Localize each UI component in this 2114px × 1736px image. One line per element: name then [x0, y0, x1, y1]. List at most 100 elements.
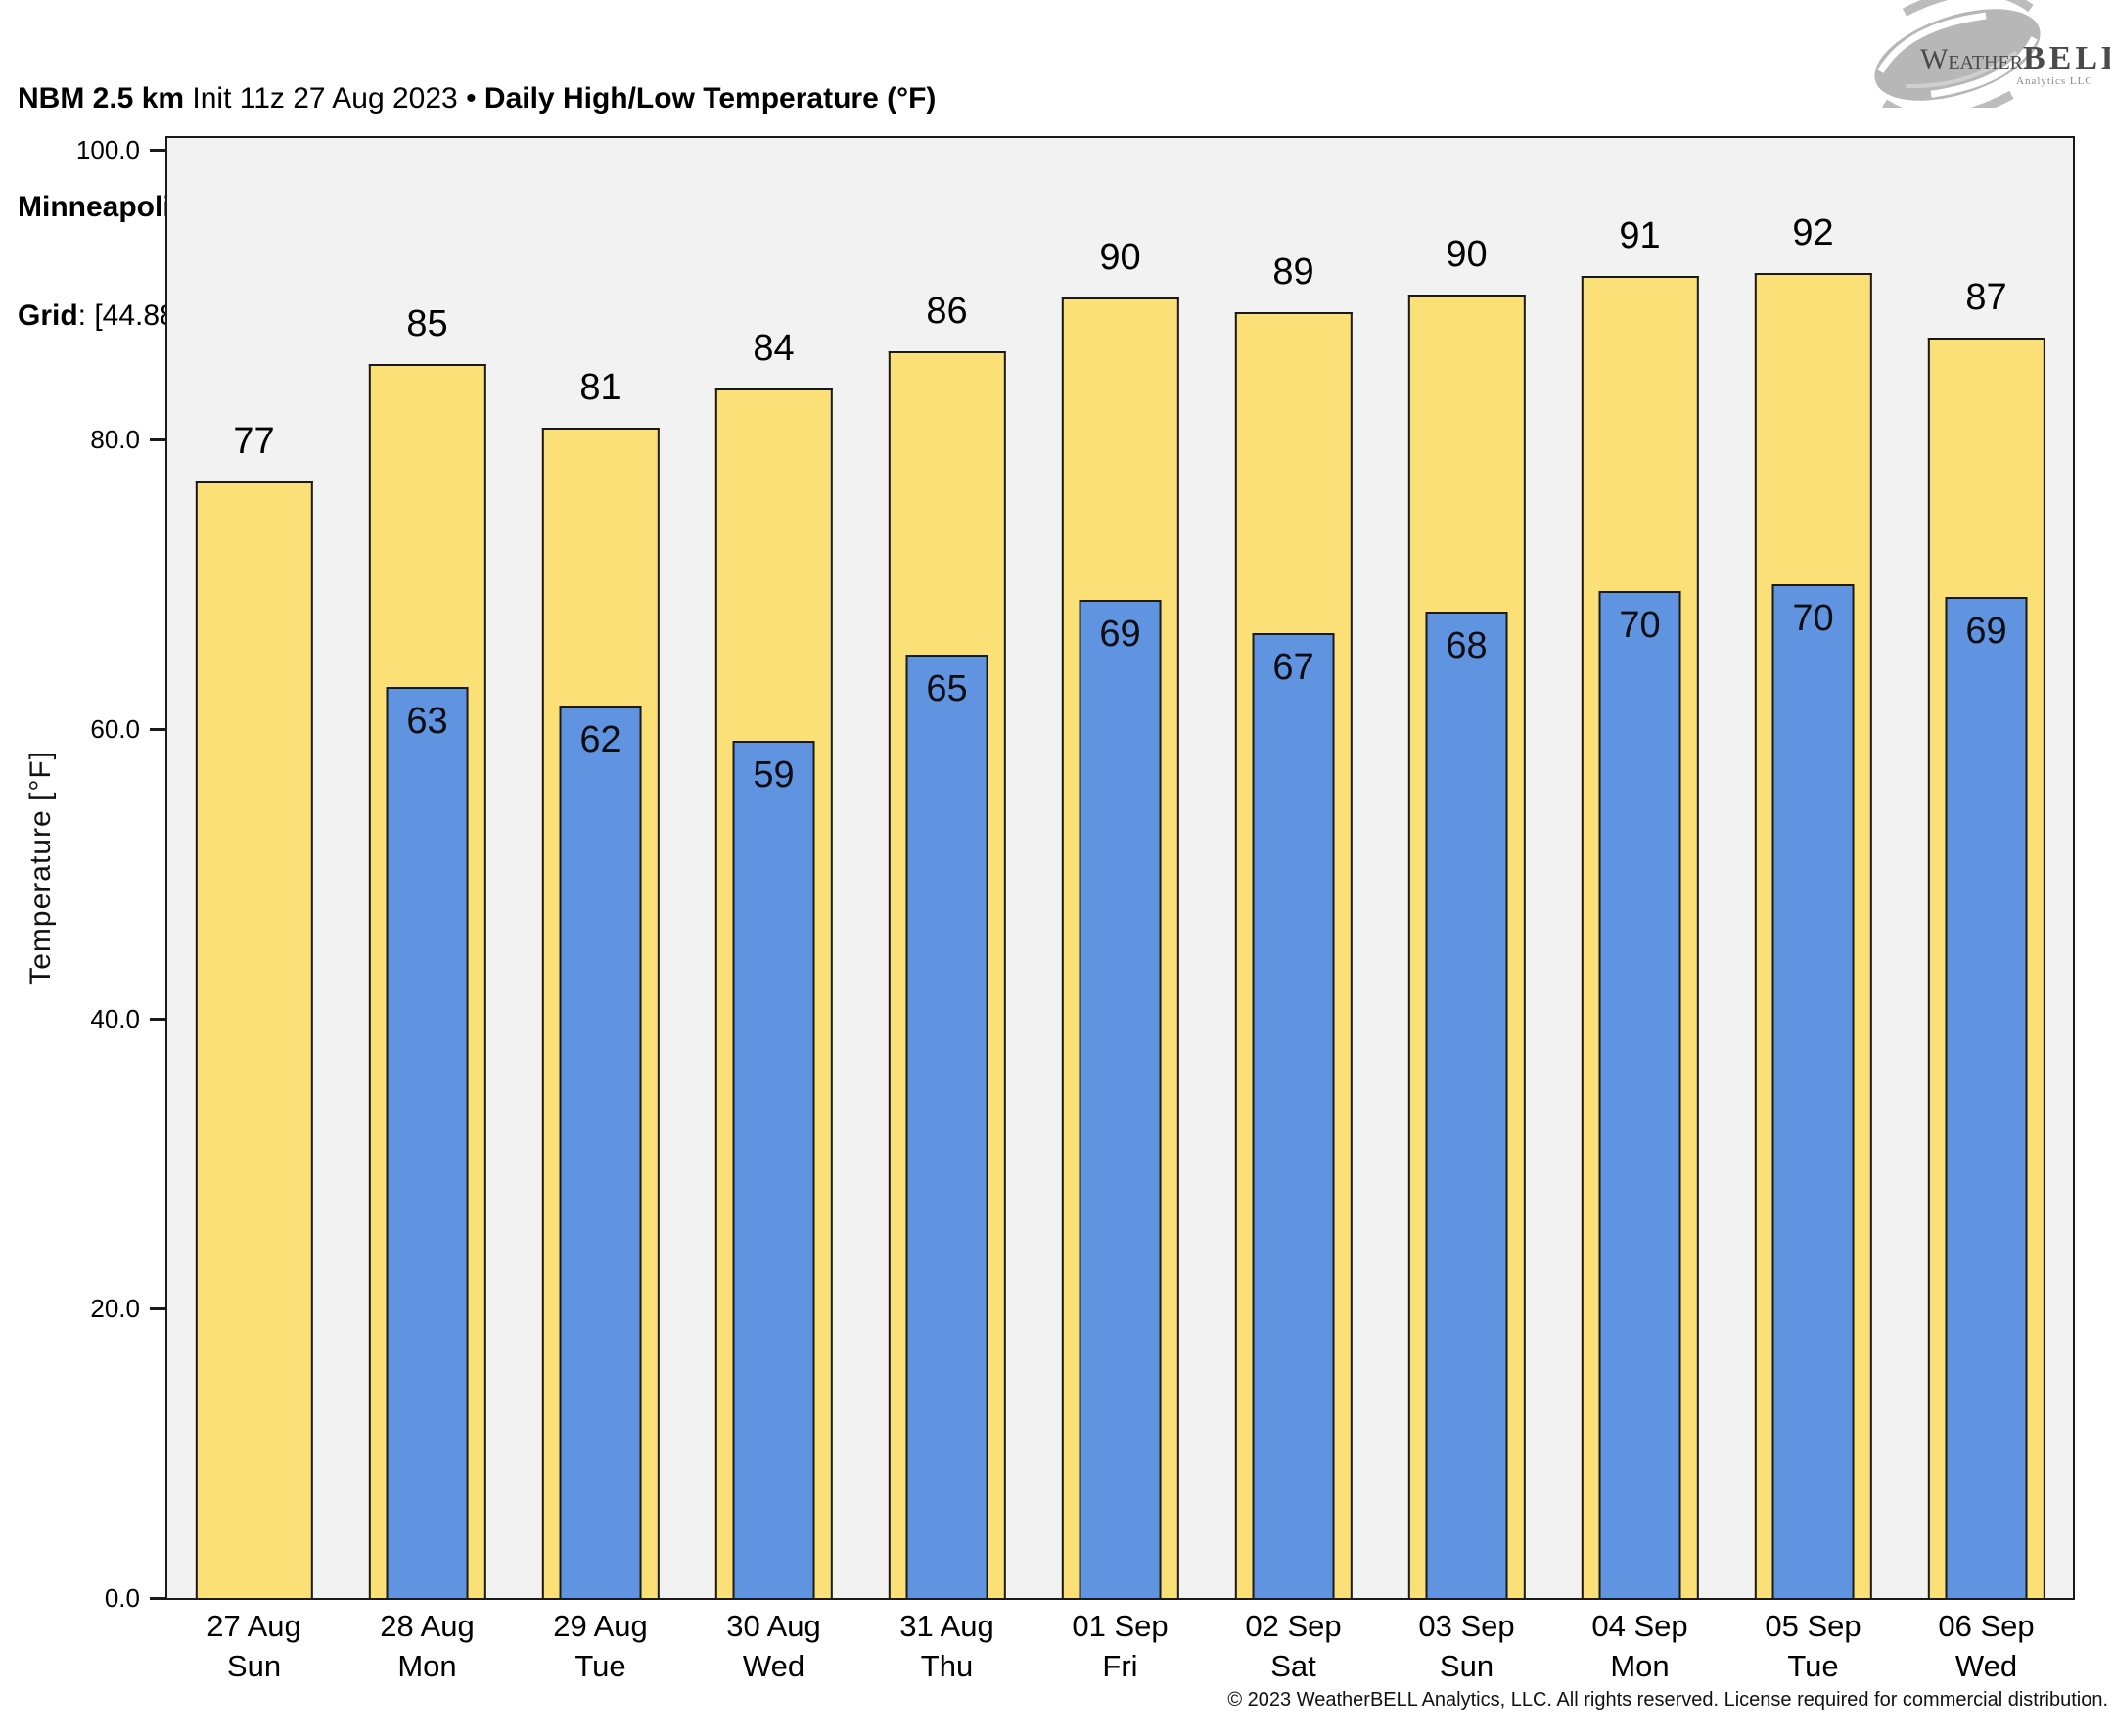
x-tick-label-02-sep: 02 Sep Sat [1207, 1606, 1380, 1686]
x-tick-day: Mon [397, 1649, 457, 1683]
model-name: NBM 2.5 km [18, 82, 185, 114]
bar-group-29-aug: 81 62 [514, 138, 687, 1598]
x-tick-label-27-aug: 27 Aug Sun [167, 1606, 341, 1686]
x-tick-day: Tue [1787, 1649, 1839, 1683]
x-tick-label-29-aug: 29 Aug Tue [514, 1606, 687, 1686]
copyright-notice: © 2023 WeatherBELL Analytics, LLC. All r… [1227, 1689, 2108, 1711]
high-value-label: 90 [1099, 236, 1141, 278]
x-tick-day: Tue [574, 1649, 626, 1683]
title-line-1: NBM 2.5 km Init 11z 27 Aug 2023 • Daily … [18, 80, 1288, 116]
low-bar: 67 [1252, 633, 1335, 1598]
init-time: Init 11z 27 Aug 2023 • [184, 82, 484, 114]
high-value-label: 92 [1792, 211, 1834, 253]
x-tick-date: 28 Aug [380, 1609, 475, 1643]
bar-group-28-aug: 85 63 [341, 138, 514, 1598]
high-value-label: 89 [1272, 251, 1314, 293]
low-value-label: 70 [1619, 605, 1661, 647]
x-tick-date: 01 Sep [1072, 1609, 1169, 1643]
bar-group-06-sep: 87 69 [1900, 138, 2073, 1598]
high-value-label: 86 [926, 290, 968, 332]
low-value-label: 65 [926, 668, 968, 710]
bar-group-01-sep: 90 69 [1034, 138, 1207, 1598]
x-tick-date: 05 Sep [1765, 1609, 1861, 1643]
x-axis-labels: 27 Aug Sun 28 Aug Mon 29 Aug Tue 30 Aug Wed 31 A… [167, 1606, 2073, 1686]
x-tick-date: 04 Sep [1591, 1609, 1688, 1643]
plot-area: Temperature [°F] 0.0 20.0 40.0 60.0 80.0 100.… [24, 136, 2075, 1683]
bar-group-04-sep: 91 70 [1553, 138, 1726, 1598]
x-tick-label-05-sep: 05 Sep Tue [1726, 1606, 1900, 1686]
low-bar: 69 [1079, 600, 1162, 1598]
y-tick [150, 1597, 165, 1600]
svg-text:WEATHERBELL: WEATHERBELL [1920, 40, 2110, 76]
x-tick-day: Fri [1102, 1649, 1138, 1683]
low-value-label: 62 [579, 719, 621, 761]
y-axis-title: Temperature [°F] [24, 751, 57, 985]
x-tick-label-01-sep: 01 Sep Fri [1034, 1606, 1207, 1686]
hurricane-swirl-icon: WEATHERBELL Analytics LLC [1874, 0, 2114, 122]
high-bar [195, 480, 313, 1598]
low-bar: 63 [386, 686, 469, 1598]
x-tick-day: Wed [1954, 1649, 2018, 1683]
bars-container: 77 85 63 81 62 84 59 86 65 90 69 89 67 90 68 91 70 92 70 87… [167, 138, 2073, 1598]
high-value-label: 90 [1446, 233, 1488, 275]
x-tick-date: 29 Aug [553, 1609, 648, 1643]
y-tick [150, 148, 165, 152]
logo-word-w: W [1920, 43, 1949, 75]
logo-word-bell: BELL [2023, 40, 2110, 76]
product-name: Daily High/Low Temperature (°F) [483, 82, 937, 114]
low-bar: 70 [1771, 583, 1855, 1598]
y-tick-label: 40.0 [90, 1003, 140, 1033]
logo-subtitle: Analytics LLC [2016, 75, 2093, 87]
bar-group-31-aug: 86 65 [860, 138, 1034, 1598]
x-tick-date: 27 Aug [207, 1609, 301, 1643]
x-tick-day: Sun [226, 1649, 282, 1683]
x-tick-label-06-sep: 06 Sep Wed [1900, 1606, 2073, 1686]
y-tick [150, 437, 165, 441]
x-tick-day: Thu [920, 1649, 974, 1683]
grid-label: Grid [18, 299, 78, 332]
low-value-label: 69 [1099, 614, 1141, 656]
high-value-label: 84 [753, 328, 795, 370]
low-value-label: 63 [406, 700, 448, 742]
y-tick [150, 1306, 165, 1310]
x-tick-date: 02 Sep [1245, 1609, 1342, 1643]
low-value-label: 69 [1965, 611, 2007, 653]
y-tick [150, 1017, 165, 1021]
y-tick-label: 0.0 [104, 1583, 140, 1613]
x-tick-date: 03 Sep [1418, 1609, 1515, 1643]
logo-word-eather: EATHER [1948, 52, 2023, 73]
bar-group-30-aug: 84 59 [687, 138, 860, 1598]
high-value-label: 77 [233, 420, 275, 462]
weatherbell-logo: WEATHERBELL Analytics LLC [1860, 0, 2114, 122]
y-tick-label: 80.0 [90, 424, 140, 454]
x-tick-label-31-aug: 31 Aug Thu [860, 1606, 1034, 1686]
y-tick-label: 100.0 [75, 134, 140, 164]
bar-group-05-sep: 92 70 [1726, 138, 1900, 1598]
low-bar: 62 [559, 706, 642, 1598]
low-bar: 65 [905, 655, 988, 1598]
low-value-label: 67 [1272, 647, 1314, 689]
low-value-label: 59 [753, 754, 795, 796]
x-tick-label-30-aug: 30 Aug Wed [687, 1606, 860, 1686]
low-bar: 70 [1598, 591, 1681, 1598]
low-value-label: 68 [1446, 625, 1488, 667]
bar-group-02-sep: 89 67 [1207, 138, 1380, 1598]
x-tick-date: 30 Aug [726, 1609, 821, 1643]
high-value-label: 81 [579, 367, 621, 409]
y-tick [150, 727, 165, 731]
low-bar: 69 [1945, 597, 2028, 1598]
low-bar: 59 [732, 740, 815, 1598]
y-axis-title-box: Temperature [°F] [21, 138, 62, 1598]
low-value-label: 70 [1792, 597, 1834, 639]
high-value-label: 85 [406, 302, 448, 344]
high-value-label: 87 [1965, 277, 2007, 319]
high-value-label: 91 [1619, 214, 1661, 256]
bar-group-27-aug: 77 [167, 138, 341, 1598]
bar-group-03-sep: 90 68 [1380, 138, 1553, 1598]
x-tick-date: 31 Aug [899, 1609, 994, 1643]
x-tick-day: Wed [742, 1649, 805, 1683]
x-tick-label-04-sep: 04 Sep Mon [1553, 1606, 1726, 1686]
y-tick-label: 20.0 [90, 1293, 140, 1323]
x-tick-label-28-aug: 28 Aug Mon [341, 1606, 514, 1686]
